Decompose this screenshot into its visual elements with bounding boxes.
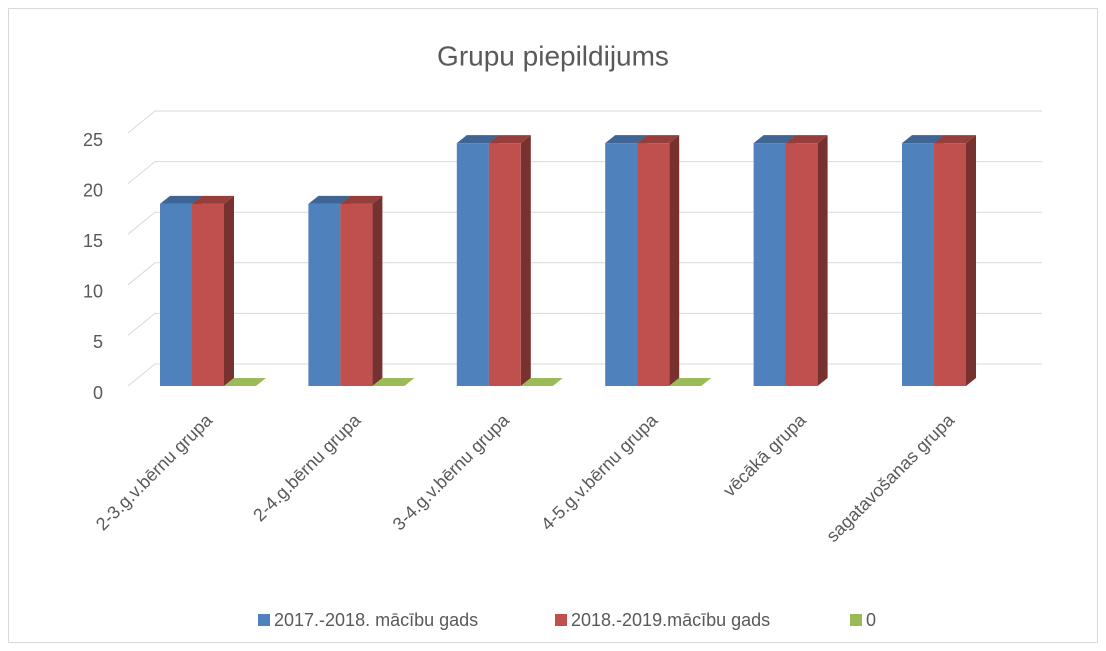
bar: [934, 143, 966, 386]
bar-top: [160, 195, 202, 204]
bar-top: [753, 135, 796, 144]
y-tick-label: 15: [83, 231, 103, 251]
bar-top: [308, 195, 351, 204]
legend-label: 0: [866, 610, 876, 630]
bar: [785, 143, 818, 386]
grid-line: [127, 161, 1042, 184]
y-tick-label: 0: [93, 383, 103, 403]
bar: [605, 143, 638, 386]
grid-line: [127, 110, 1042, 134]
bar-side: [817, 135, 828, 386]
legend-swatch: [555, 614, 567, 626]
bar: [340, 203, 373, 386]
legend-swatch: [258, 614, 270, 626]
grid-line: [127, 312, 1042, 336]
bar: [456, 143, 489, 386]
bar-side: [372, 195, 383, 386]
bar: [160, 203, 192, 386]
bar-top: [340, 195, 383, 204]
bar: [669, 378, 712, 386]
bar-top: [902, 135, 944, 144]
bar-side: [669, 135, 680, 386]
y-tick-label: 10: [83, 282, 103, 302]
bar: [753, 143, 786, 386]
bar: [372, 378, 415, 386]
bar-top: [192, 195, 234, 204]
bar-top: [456, 135, 499, 144]
grid-line: [127, 363, 1042, 387]
bar: [192, 203, 224, 386]
legend-label: 2018.-2019.mācību gads: [571, 610, 770, 630]
legend-label: 2017.-2018. mācību gads: [274, 610, 478, 630]
y-tick-label: 20: [83, 180, 103, 200]
bar-top: [934, 135, 976, 144]
bar: [224, 378, 266, 386]
bar-top: [785, 135, 828, 144]
bar: [308, 203, 341, 386]
bar: [902, 143, 934, 386]
grid-line: [127, 211, 1042, 235]
y-tick-label: 25: [83, 130, 103, 150]
legend-swatch: [850, 614, 862, 626]
bar-side: [966, 135, 976, 386]
bar-top: [605, 135, 648, 144]
bar-top: [637, 135, 680, 144]
bar: [488, 143, 521, 386]
grid-line: [127, 262, 1042, 286]
chart-title: Grupu piepildijums: [437, 40, 669, 71]
bar-top: [488, 135, 531, 144]
bar-side: [520, 135, 531, 386]
y-tick-label: 5: [93, 332, 103, 352]
bar: [520, 378, 563, 386]
bar: [637, 143, 670, 386]
bar-side: [224, 195, 234, 386]
